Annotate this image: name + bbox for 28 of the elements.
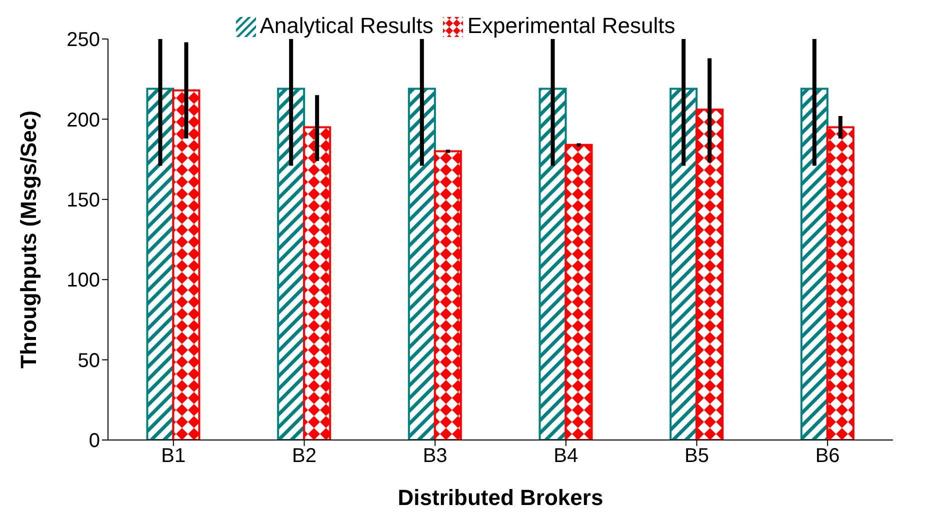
legend-label: Experimental Results bbox=[467, 13, 676, 38]
bar bbox=[826, 126, 854, 440]
x-tick-label: B2 bbox=[292, 445, 316, 468]
bar bbox=[538, 88, 567, 440]
y-tick-label: 200 bbox=[66, 109, 100, 132]
y-tick-label: 50 bbox=[78, 350, 100, 372]
x-tick-label: B6 bbox=[815, 445, 840, 468]
bar bbox=[277, 88, 306, 440]
y-tick-label: 250 bbox=[66, 29, 100, 52]
bar bbox=[800, 88, 828, 440]
bar bbox=[670, 88, 698, 440]
bar bbox=[564, 144, 593, 440]
x-tick-label: B3 bbox=[422, 445, 448, 468]
y-axis-title: Throughputs (Msgs/Sec) bbox=[16, 110, 41, 368]
bar bbox=[146, 88, 174, 440]
x-tick-label: B4 bbox=[554, 445, 578, 468]
bar bbox=[303, 126, 332, 440]
y-tick-label: 100 bbox=[66, 270, 100, 292]
bar bbox=[172, 89, 200, 440]
legend-label: Analytical Results bbox=[260, 13, 434, 38]
y-tick-label: 150 bbox=[66, 190, 100, 212]
y-tick-label: 0 bbox=[88, 430, 100, 452]
bar bbox=[408, 88, 436, 440]
bar bbox=[434, 150, 462, 440]
bar bbox=[696, 108, 724, 440]
x-tick-label: B1 bbox=[161, 445, 186, 468]
x-tick-label: B5 bbox=[684, 445, 709, 468]
x-axis-title: Distributed Brokers bbox=[398, 485, 604, 510]
